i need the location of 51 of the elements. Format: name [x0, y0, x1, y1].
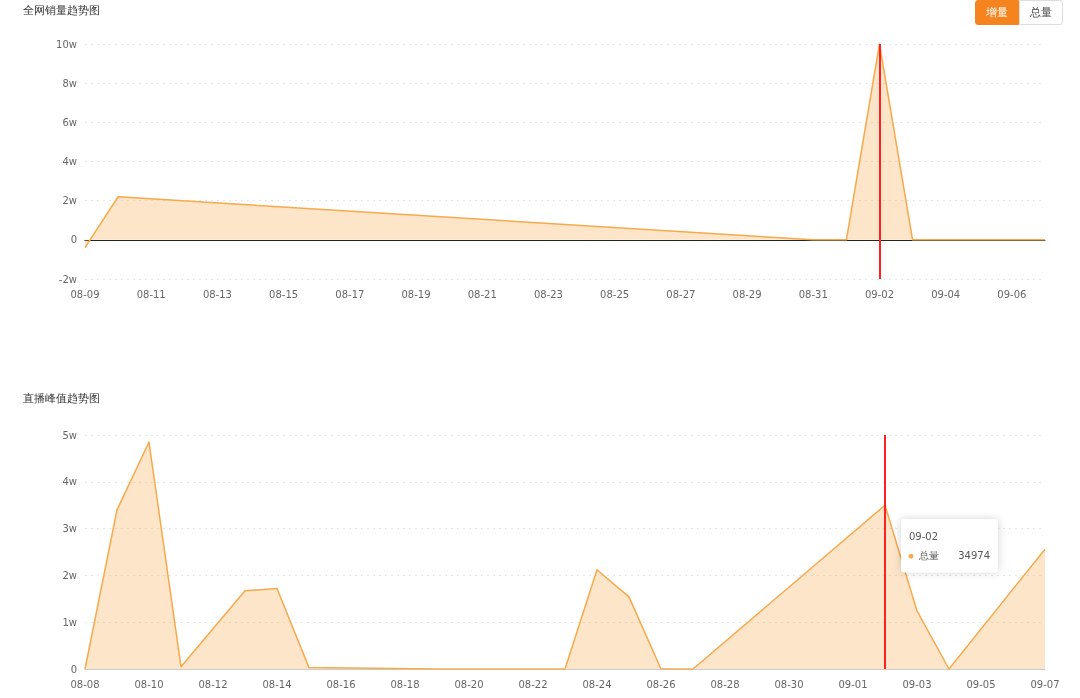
y-tick-label: -2w [58, 273, 77, 285]
x-tick-label: 08-12 [198, 678, 228, 690]
y-tick-label: 0 [70, 234, 77, 246]
x-tick-label: 08-28 [710, 678, 740, 690]
x-tick-label: 08-25 [600, 288, 630, 300]
x-tick-label: 08-20 [454, 678, 484, 690]
y-tick-label: 8w [62, 77, 77, 89]
toggle-button: 总量 [1019, 0, 1063, 25]
x-tick-label: 08-18 [390, 678, 420, 690]
x-tick-label: 09-05 [966, 678, 996, 690]
chart-title: 全网销量趋势图 [23, 4, 100, 17]
x-tick-label: 09-03 [902, 678, 932, 690]
x-tick-label: 08-15 [269, 288, 299, 300]
x-tick-label: 08-31 [798, 288, 828, 300]
x-tick-label: 08-08 [70, 678, 100, 690]
y-tick-label: 4w [62, 156, 77, 167]
x-tick-label: 08-11 [136, 288, 166, 300]
y-tick-label: 4w [62, 476, 77, 488]
y-tick-label: 1w [62, 616, 77, 628]
y-tick-label: 5w [62, 429, 77, 441]
x-tick-label: 08-24 [582, 678, 612, 690]
y-tick-label: 3w [62, 523, 77, 535]
x-tick-label: 08-19 [401, 288, 431, 300]
x-tick-label: 08-29 [732, 288, 762, 300]
x-tick-label: 08-13 [202, 288, 232, 300]
annotation: 09-02 [909, 530, 939, 542]
series-label: 总量 [918, 549, 939, 561]
x-tick-label: 08-14 [262, 678, 292, 690]
x-tick-label: 09-06 [997, 288, 1027, 300]
y-tick-label: 2w [62, 569, 77, 581]
x-tick-label: 08-27 [666, 288, 696, 300]
x-tick-label: 09-02 [864, 288, 895, 300]
x-tick-label: 08-22 [518, 678, 548, 690]
x-tick-label: 08-26 [646, 678, 676, 690]
x-tick-label: 08-23 [533, 288, 563, 300]
x-tick-label: 08-10 [134, 678, 164, 690]
y-tick-label: 6w [62, 116, 77, 128]
y-tick-label: 10w [56, 38, 77, 50]
toggle-button: 增量 [975, 0, 1019, 25]
x-tick-label: 08-16 [326, 678, 356, 690]
y-tick-label: 0 [70, 663, 77, 675]
x-tick-label: 09-04 [931, 288, 961, 300]
x-tick-label: 09-07 [1030, 678, 1060, 690]
x-tick-label: 09-01 [838, 678, 868, 690]
x-tick-label: 08-30 [774, 678, 804, 690]
x-tick-label: 08-09 [70, 288, 100, 300]
x-tick-label: 08-17 [335, 288, 365, 300]
y-tick-label: 2w [62, 195, 77, 207]
chart-title: 直播峰值趋势图 [23, 392, 100, 405]
x-tick-label: 08-21 [467, 288, 497, 300]
annotation: 34974 [958, 549, 990, 561]
